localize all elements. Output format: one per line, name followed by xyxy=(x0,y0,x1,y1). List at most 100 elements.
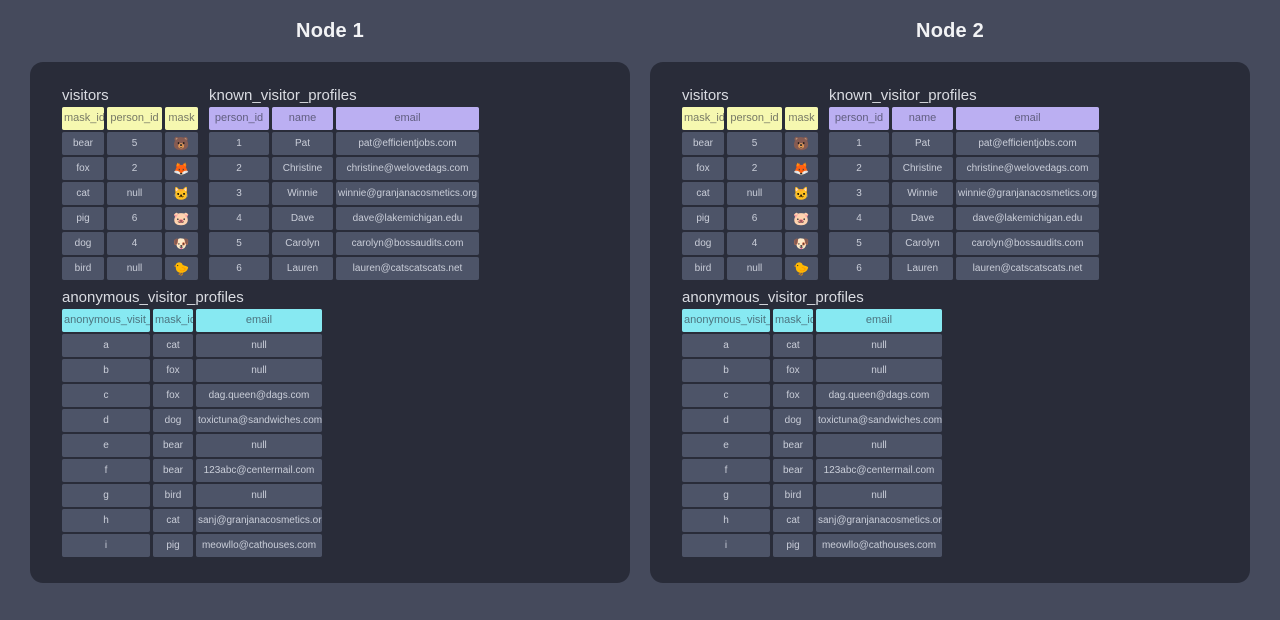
column-header: anonymous_visit_id xyxy=(682,309,770,332)
table-cell: 6 xyxy=(209,257,269,280)
table-cell: 2 xyxy=(107,157,162,180)
table-cell: fox xyxy=(773,359,813,382)
table-cell: dave@lakemichigan.edu xyxy=(336,207,479,230)
table-cell: pig xyxy=(153,534,193,557)
node-1-top-tables: visitors mask_id person_id mask bear 5 🐻 fox 2 🦊 c… xyxy=(62,88,598,280)
table-cell: meowllo@cathouses.com xyxy=(816,534,942,557)
visitors-table-title: visitors xyxy=(682,87,729,104)
table-cell: pig xyxy=(773,534,813,557)
table-cell: bird xyxy=(62,257,104,280)
table-cell: e xyxy=(682,434,770,457)
node-2-bottom-tables: anonymous_visitor_profiles anonymous_visi… xyxy=(682,290,1218,557)
table-cell: null xyxy=(196,434,322,457)
table-cell: d xyxy=(62,409,150,432)
column-header: email xyxy=(336,107,479,130)
table-cell: Carolyn xyxy=(892,232,953,255)
table-cell: h xyxy=(62,509,150,532)
table-cell: meowllo@cathouses.com xyxy=(196,534,322,557)
table-cell: 1 xyxy=(829,132,889,155)
table-cell: cat xyxy=(773,334,813,357)
visitors-table: visitors mask_id person_id mask bear 5 🐻 fox 2 🦊 c… xyxy=(62,88,198,280)
column-header: email xyxy=(816,309,942,332)
table-cell: Christine xyxy=(892,157,953,180)
table-cell: null xyxy=(727,182,782,205)
table-cell: fox xyxy=(62,157,104,180)
table-cell: toxictuna@sandwiches.com xyxy=(816,409,942,432)
table-cell: 5 xyxy=(107,132,162,155)
table-cell: carolyn@bossaudits.com xyxy=(336,232,479,255)
node-2-column: Node 2 visitors mask_id person_id mask bear 5… xyxy=(650,16,1250,583)
table-cell: Dave xyxy=(892,207,953,230)
dog-mask-icon: 🐶 xyxy=(785,232,818,255)
table-cell: g xyxy=(62,484,150,507)
anonymous-visitor-profiles-table: anonymous_visitor_profiles anonymous_visi… xyxy=(62,290,322,557)
anonymous-visitor-profiles-table-title: anonymous_visitor_profiles xyxy=(682,289,864,306)
known-visitor-profiles-table: known_visitor_profiles person_id name email… xyxy=(829,88,1099,280)
table-cell: null xyxy=(196,484,322,507)
table-cell: bear xyxy=(62,132,104,155)
table-cell: pig xyxy=(62,207,104,230)
table-cell: b xyxy=(62,359,150,382)
table-cell: a xyxy=(682,334,770,357)
table-cell: 123abc@centermail.com xyxy=(196,459,322,482)
visitors-table-title: visitors xyxy=(62,87,109,104)
table-cell: Winnie xyxy=(272,182,333,205)
known-visitor-profiles-table-grid: person_id name email 1 Pat pat@efficientjobs.… xyxy=(829,107,1099,280)
fox-mask-icon: 🦊 xyxy=(785,157,818,180)
table-cell: pig xyxy=(682,207,724,230)
table-cell: christine@welovedags.com xyxy=(956,157,1099,180)
cat-mask-icon: 🐱 xyxy=(785,182,818,205)
column-header: person_id xyxy=(107,107,162,130)
table-cell: b xyxy=(682,359,770,382)
table-cell: 2 xyxy=(727,157,782,180)
table-cell: dog xyxy=(682,232,724,255)
bear-mask-icon: 🐻 xyxy=(165,132,198,155)
table-cell: Pat xyxy=(892,132,953,155)
table-cell: null xyxy=(816,434,942,457)
table-cell: 2 xyxy=(209,157,269,180)
table-cell: bear xyxy=(773,434,813,457)
cat-mask-icon: 🐱 xyxy=(165,182,198,205)
table-cell: lauren@catscatscats.net xyxy=(336,257,479,280)
table-cell: bear xyxy=(153,459,193,482)
table-cell: fox xyxy=(682,157,724,180)
table-cell: 6 xyxy=(829,257,889,280)
table-cell: bear xyxy=(773,459,813,482)
table-cell: fox xyxy=(153,384,193,407)
anonymous-visitor-profiles-table-grid: anonymous_visit_idmask_idemailacatnullbf… xyxy=(62,309,322,557)
table-cell: lauren@catscatscats.net xyxy=(956,257,1099,280)
column-header: email xyxy=(956,107,1099,130)
node-2-panel: visitors mask_id person_id mask bear 5 🐻 fox 2 🦊 c… xyxy=(650,62,1250,583)
table-cell: cat xyxy=(773,509,813,532)
table-cell: c xyxy=(62,384,150,407)
column-header: name xyxy=(892,107,953,130)
table-cell: 4 xyxy=(209,207,269,230)
known-visitor-profiles-table-grid: person_id name email 1 Pat pat@efficientjobs.… xyxy=(209,107,479,280)
table-cell: dag.queen@dags.com xyxy=(816,384,942,407)
node-1-column: Node 1 visitors mask_id person_id mask bear 5… xyxy=(30,16,630,583)
table-cell: 3 xyxy=(829,182,889,205)
node-1-title: Node 1 xyxy=(296,20,364,42)
anonymous-visitor-profiles-table-title: anonymous_visitor_profiles xyxy=(62,289,244,306)
table-cell: 2 xyxy=(829,157,889,180)
table-cell: dave@lakemichigan.edu xyxy=(956,207,1099,230)
column-header: mask_id xyxy=(682,107,724,130)
table-cell: pat@efficientjobs.com xyxy=(336,132,479,155)
table-cell: bear xyxy=(682,132,724,155)
table-cell: Carolyn xyxy=(272,232,333,255)
column-header: mask xyxy=(165,107,198,130)
table-cell: 4 xyxy=(829,207,889,230)
table-cell: null xyxy=(727,257,782,280)
fox-mask-icon: 🦊 xyxy=(165,157,198,180)
table-cell: cat xyxy=(62,182,104,205)
node-1-bottom-tables: anonymous_visitor_profiles anonymous_visi… xyxy=(62,290,598,557)
column-header: person_id xyxy=(727,107,782,130)
table-cell: dog xyxy=(62,232,104,255)
table-cell: fox xyxy=(153,359,193,382)
table-cell: bird xyxy=(153,484,193,507)
table-cell: cat xyxy=(153,509,193,532)
table-cell: 5 xyxy=(209,232,269,255)
column-header: name xyxy=(272,107,333,130)
table-cell: christine@welovedags.com xyxy=(336,157,479,180)
anonymous-visitor-profiles-table: anonymous_visitor_profiles anonymous_visi… xyxy=(682,290,942,557)
